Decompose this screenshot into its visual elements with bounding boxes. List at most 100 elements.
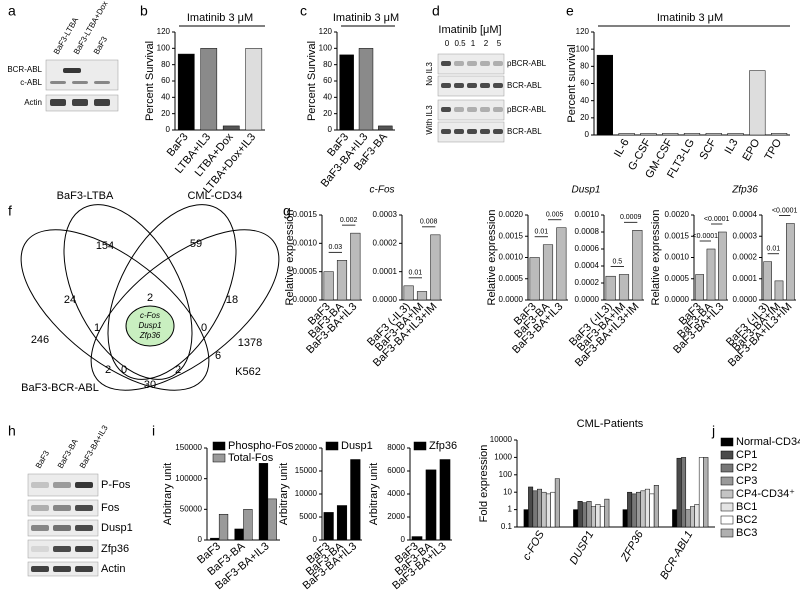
chart-title: CML-Patients (577, 418, 644, 430)
bar (323, 512, 334, 541)
y-tick-label: 0.0000 (575, 295, 600, 304)
bar (595, 504, 601, 528)
x-tick-label: IL-6 (612, 137, 632, 159)
panel-letter: f (8, 203, 12, 219)
y-tick-label: 60 (323, 76, 332, 85)
blot-band (480, 107, 490, 112)
y-tick-label: 0.0006 (575, 244, 600, 253)
legend-label: Normal-CD34⁺ (736, 436, 800, 448)
bar (218, 513, 229, 541)
bar (358, 48, 374, 131)
bar (763, 261, 772, 301)
blot-band (75, 566, 93, 572)
bar (596, 54, 613, 136)
legend-swatch (720, 463, 734, 473)
blot-band (31, 566, 49, 572)
venn-center-label: c-Fos (140, 311, 160, 320)
p-value: 0.0009 (620, 214, 642, 221)
blot-band (53, 525, 71, 531)
bar (430, 234, 441, 301)
y-tick-label: 100 (157, 43, 171, 52)
venn-center-label: Dusp1 (138, 321, 161, 330)
p-value: 0.005 (546, 212, 564, 219)
bar (267, 498, 277, 541)
legend-label: Total-Fos (228, 452, 274, 464)
bar (200, 48, 218, 131)
legend-label: CP3 (736, 475, 757, 487)
blot-band (441, 61, 451, 66)
y-tick-label: 5000 (299, 512, 317, 521)
group-label: No IL3 (425, 62, 434, 86)
bar (703, 457, 709, 528)
x-tick-label: EPO (740, 137, 762, 164)
y-axis-label: Arbitrary unit (278, 463, 290, 525)
y-tick-label: 0.0020 (665, 210, 690, 219)
p-value: 0.008 (420, 219, 438, 226)
bar (258, 463, 269, 541)
legend-label: Phospho-Fos (228, 440, 294, 452)
y-tick-label: 0.0002 (575, 278, 600, 287)
lane-label: 1 (471, 39, 476, 48)
venn-count: 30 (144, 379, 156, 391)
y-tick-label: 0.0010 (575, 210, 600, 219)
legend-swatch (720, 515, 734, 525)
lane-label: 0.5 (454, 39, 466, 48)
x-tick-label: DUSP1 (568, 529, 597, 567)
bar (690, 506, 695, 528)
bar (378, 125, 393, 131)
y-tick-label: 0.0003 (373, 210, 398, 219)
y-tick-label: 100 (499, 470, 513, 479)
y-axis-label: Percent Survival (306, 41, 318, 121)
panel-letter: e (566, 3, 574, 19)
y-tick-label: 20 (580, 113, 589, 122)
legend-label: CP1 (736, 449, 757, 461)
venn-ellipse (107, 204, 237, 380)
bar (622, 509, 628, 528)
chart-title: Dusp1 (572, 185, 601, 196)
bar (550, 491, 556, 528)
blot-band (480, 83, 490, 88)
p-value: <0.0001 (693, 233, 719, 240)
row-label: BCR-ABL (507, 127, 542, 136)
y-tick-label: 60 (580, 79, 589, 88)
row-label: P-Fos (101, 479, 131, 491)
y-tick-label: 0.0015 (293, 210, 318, 219)
legend-swatch (212, 441, 226, 451)
y-tick-label: 0 (585, 130, 590, 139)
y-tick-label: 0.0000 (733, 295, 758, 304)
bar (631, 493, 637, 528)
bar (177, 53, 195, 131)
blot-band (441, 83, 451, 88)
blot-band (75, 482, 93, 488)
y-tick-label: 0.0005 (665, 274, 690, 283)
y-tick-label: 10000 (295, 489, 318, 498)
lane-label: BaF3 (92, 35, 110, 57)
blot-band (75, 525, 93, 531)
bar (649, 493, 655, 528)
blot-band (493, 107, 503, 112)
y-tick-label: 100 (319, 43, 333, 52)
y-tick-label: 0.0004 (733, 210, 758, 219)
y-tick-label: 40 (323, 92, 332, 101)
p-value: 0.5 (612, 258, 622, 265)
y-tick-label: 2000 (387, 512, 405, 521)
legend-label: CP4-CD34⁺ (736, 488, 795, 500)
chart-title: c-Fos (370, 185, 395, 196)
bar (323, 271, 334, 301)
lane-label: BaF3 (34, 449, 52, 471)
legend-swatch (720, 437, 734, 447)
legend-label: Dusp1 (341, 440, 373, 452)
x-tick-label: BCR-ABL1 (658, 529, 695, 582)
y-tick-label: 120 (576, 27, 590, 36)
bar (640, 490, 646, 528)
bar (528, 486, 534, 528)
bar (618, 133, 635, 136)
y-axis-label: Arbitrary unit (162, 463, 174, 525)
y-tick-label: 0 (401, 535, 406, 544)
y-tick-label: 0.0001 (733, 274, 758, 283)
y-tick-label: 0.0001 (373, 267, 398, 276)
y-tick-label: 0.0010 (293, 238, 318, 247)
y-tick-label: 20 (161, 109, 170, 118)
row-label: c-ABL (20, 78, 42, 87)
bar (749, 70, 766, 136)
